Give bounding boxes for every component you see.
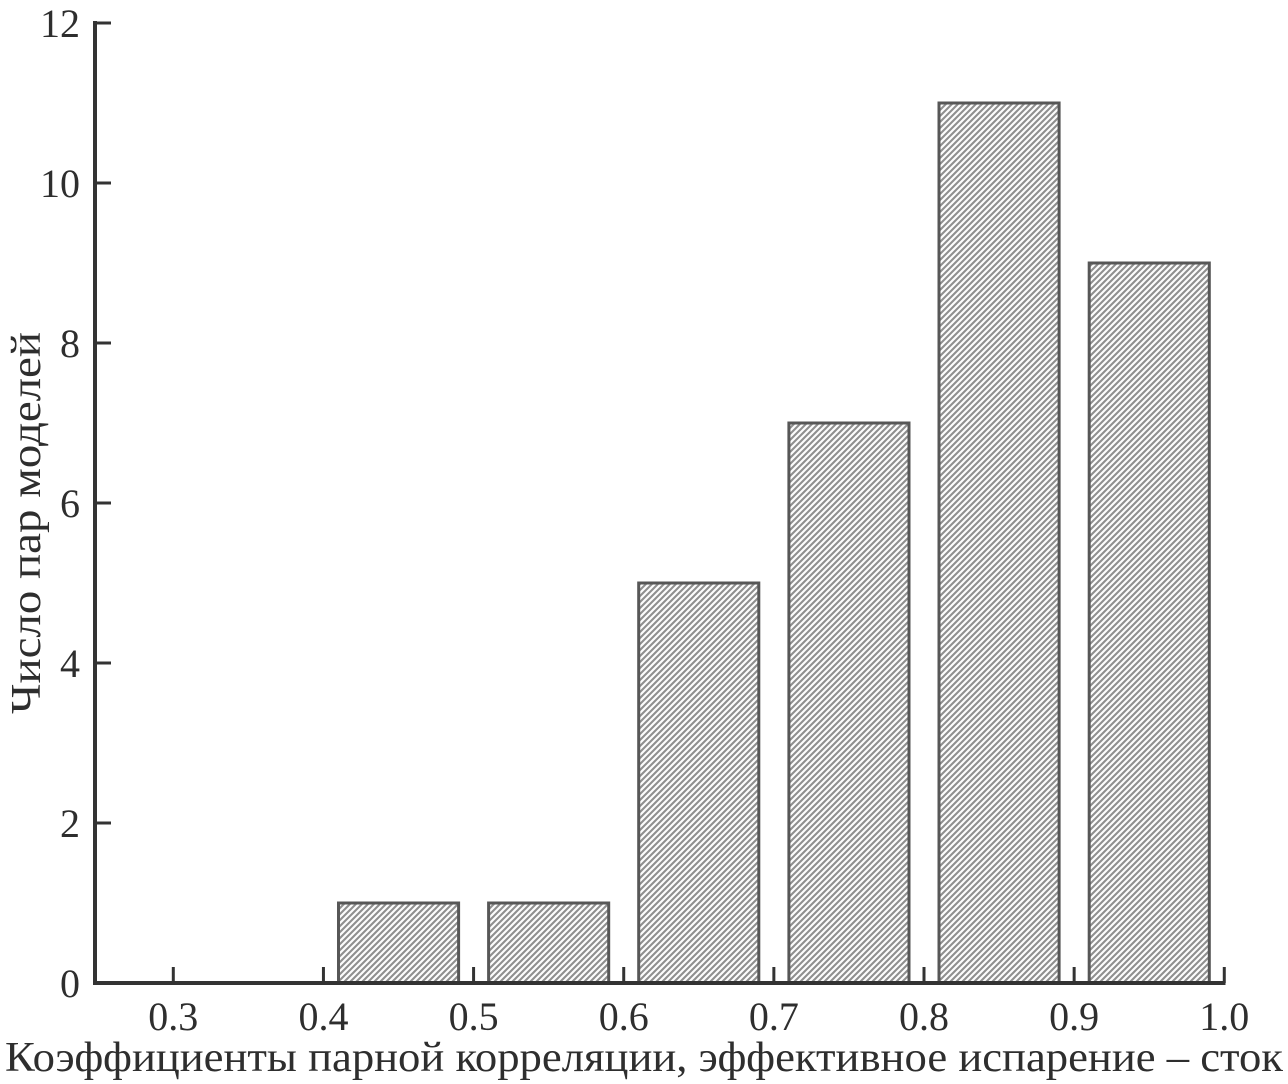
- y-tick-label: 10: [40, 161, 80, 206]
- x-tick-label: 0.9: [1049, 994, 1099, 1039]
- axes-layer: [93, 21, 1226, 985]
- bar: [1087, 261, 1211, 985]
- x-tick-label: 0.8: [899, 994, 949, 1039]
- y-tick-labels: 0 2 4 6 8 10 12: [40, 1, 80, 1006]
- x-tick-labels: 0.3 0.4 0.5 0.6 0.7 0.8 0.9 1.0: [148, 994, 1249, 1039]
- y-tick-label: 6: [60, 481, 80, 526]
- x-tick-label: 0.6: [599, 994, 649, 1039]
- x-tick-label: 1.0: [1199, 994, 1249, 1039]
- y-tick-label: 2: [60, 801, 80, 846]
- x-tick-label: 0.4: [298, 994, 348, 1039]
- y-tick-label: 0: [60, 961, 80, 1006]
- y-tick-label: 12: [40, 1, 80, 46]
- x-tick-label: 0.7: [749, 994, 799, 1039]
- bar: [637, 581, 761, 985]
- bar: [787, 421, 911, 985]
- x-tick-label: 0.3: [148, 994, 198, 1039]
- y-axis-title: Число пар моделей: [4, 332, 50, 714]
- bar: [937, 101, 1061, 985]
- bar: [487, 901, 611, 985]
- y-tick-label: 8: [60, 321, 80, 366]
- y-tick-label: 4: [60, 641, 80, 686]
- bar: [337, 901, 461, 985]
- bars-layer: [337, 101, 1211, 985]
- x-tick-label: 0.5: [449, 994, 499, 1039]
- x-axis-title: Коэффициенты парной корреляции, эффектив…: [5, 1035, 1284, 1081]
